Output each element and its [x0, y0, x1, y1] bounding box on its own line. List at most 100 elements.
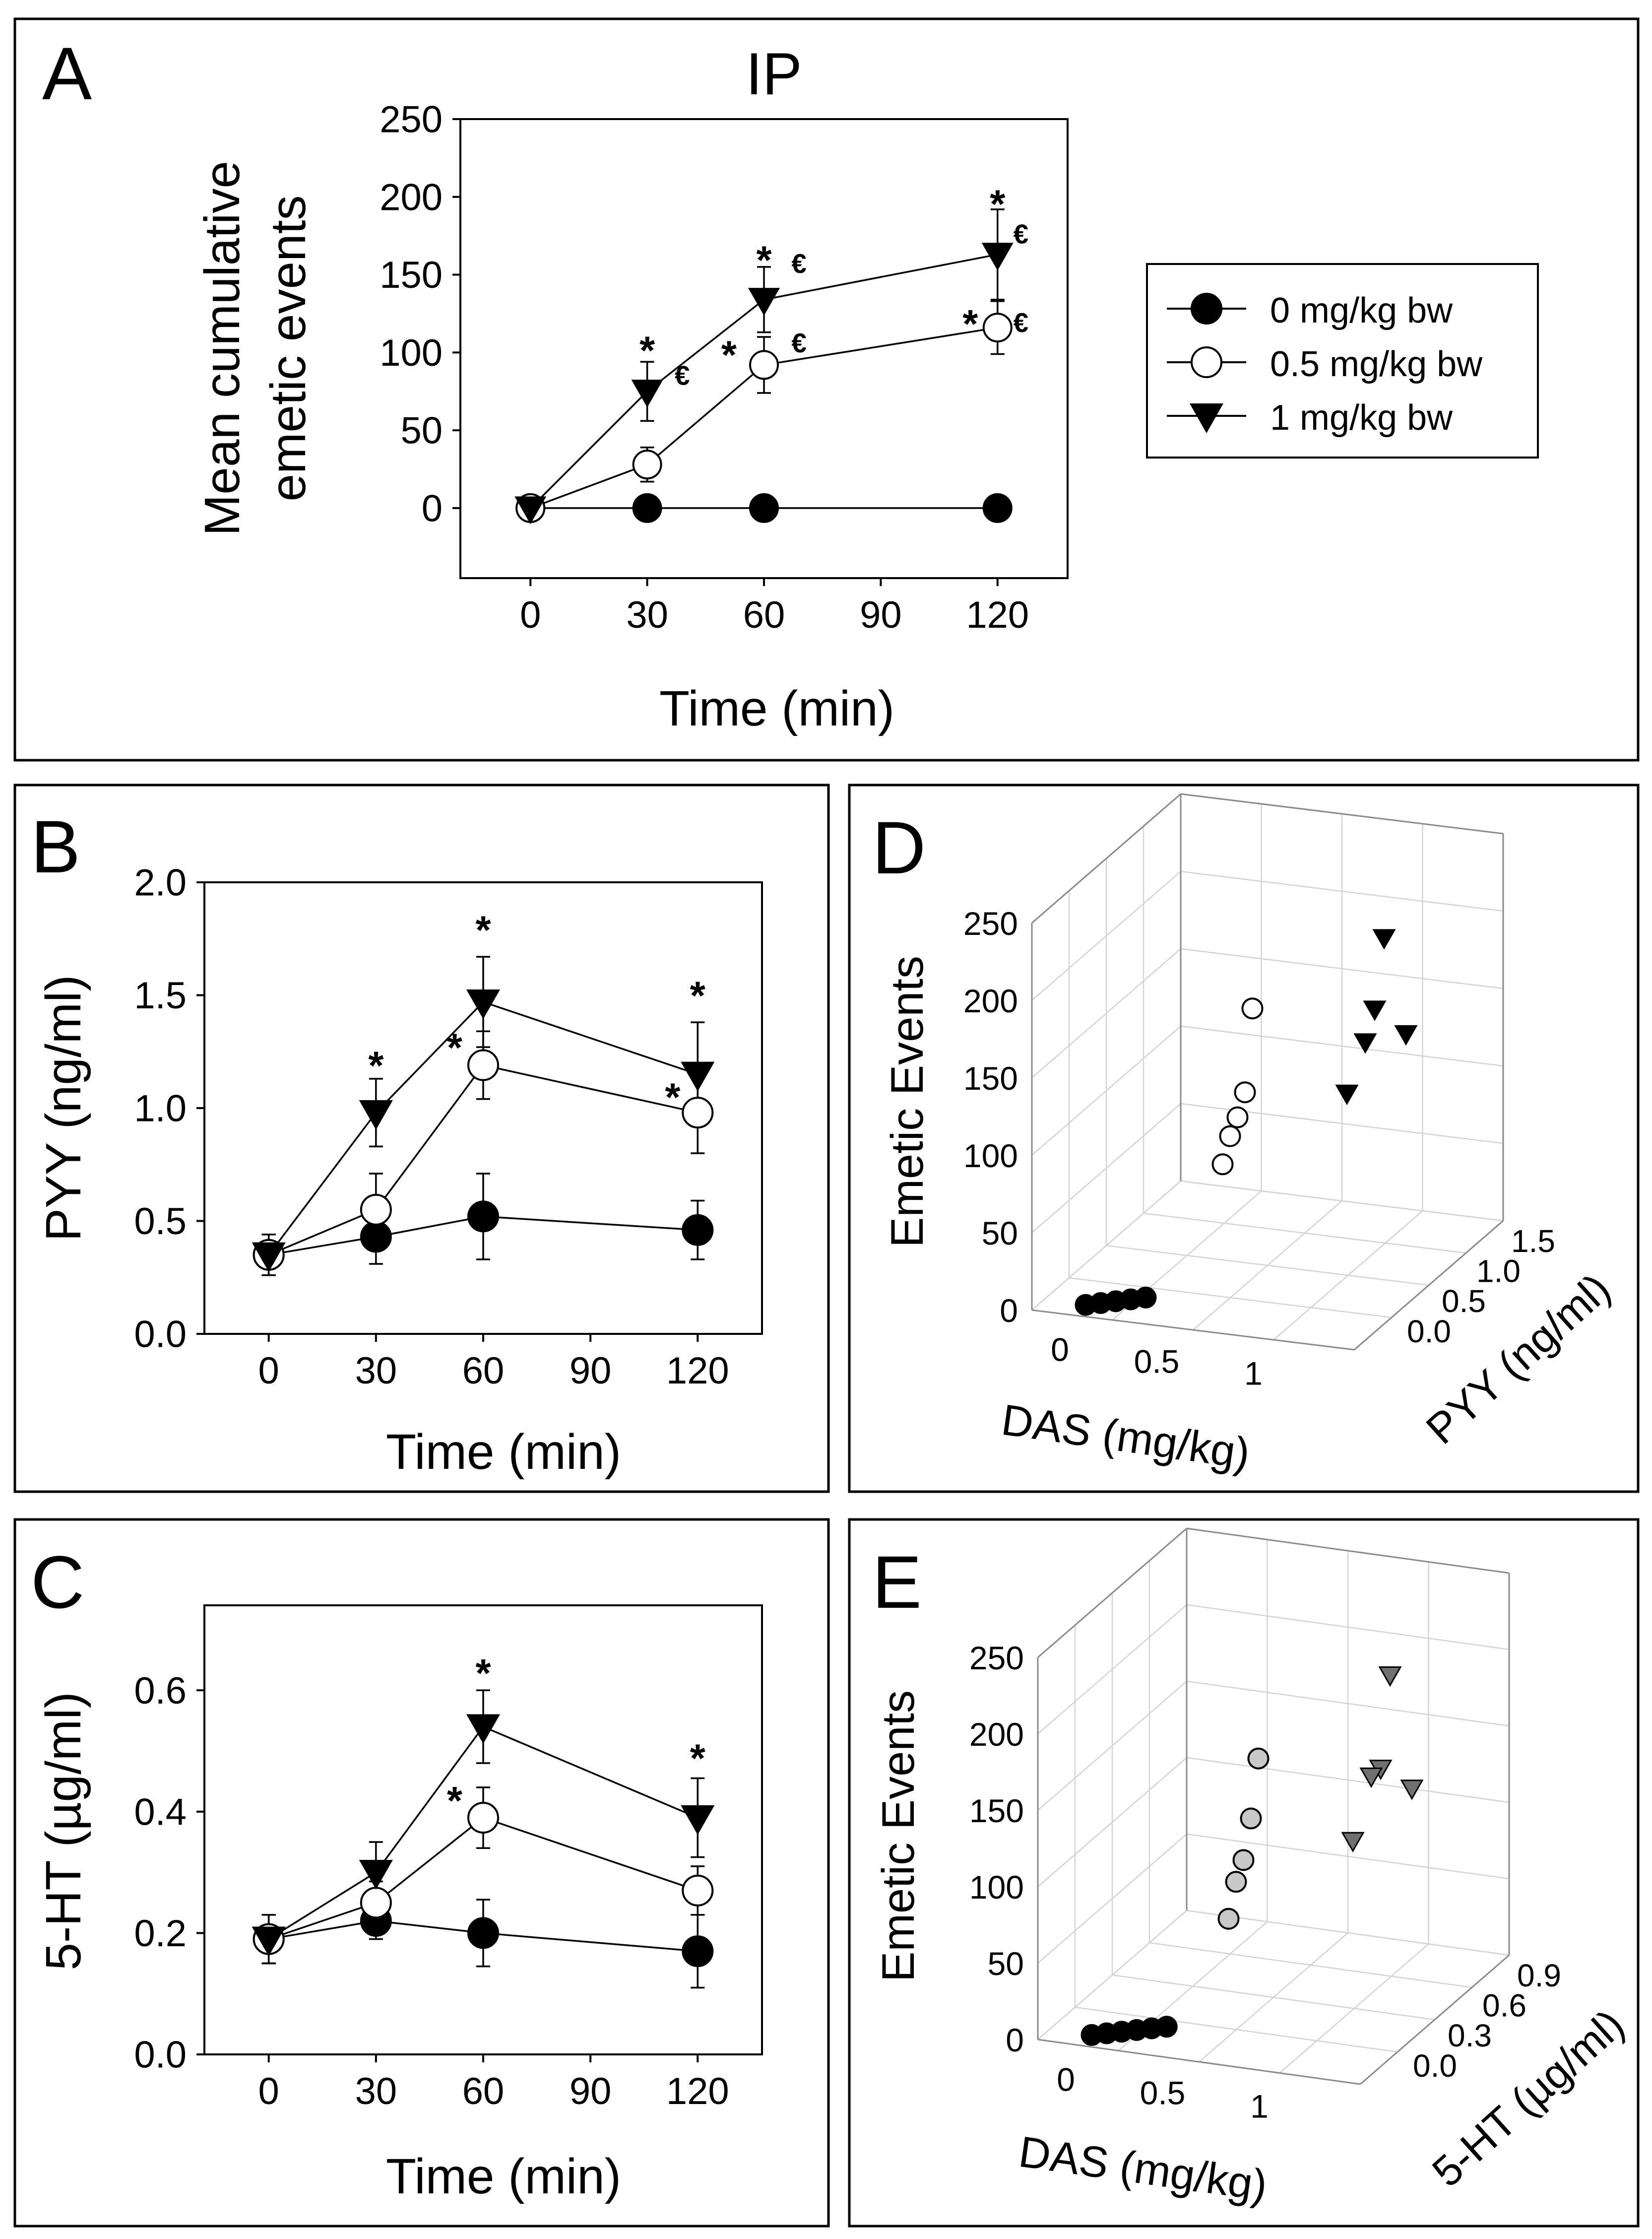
- scatter-point-1mg: [1378, 1666, 1402, 1687]
- legend-marker-triangle: [1190, 403, 1223, 433]
- significance-star: *: [368, 1044, 383, 1088]
- significance-euro: €: [675, 360, 690, 391]
- y-tick-label: 1.0: [134, 1088, 187, 1130]
- y-tick-label: 0.5: [1442, 1283, 1486, 1319]
- panel-b-ylabel: PYY (ng/ml): [36, 975, 91, 1241]
- significance-star: *: [990, 182, 1005, 226]
- data-point-0: [467, 1200, 499, 1233]
- z-tick-label: 250: [969, 1640, 1024, 1676]
- series-line-2: [268, 1001, 698, 1255]
- scatter-point-1mg: [1341, 1832, 1365, 1853]
- box-edge: [1180, 793, 1504, 835]
- data-point-1: [632, 450, 662, 480]
- scatter-point-05mg: [1234, 1081, 1256, 1104]
- floor-gridline: [1149, 1942, 1472, 1988]
- y-tick-label: 1.5: [134, 975, 187, 1017]
- data-point-2: [748, 288, 780, 316]
- panel-b-letter: B: [31, 805, 80, 888]
- y-tick-label: 1.0: [1476, 1253, 1521, 1289]
- significance-star: *: [639, 328, 655, 372]
- data-point-0: [749, 493, 779, 523]
- panel-c-plot: 0.0 0.2 0.4 0.6 0 30 60 90 120 * * *: [134, 1651, 729, 2112]
- box-edge: [1354, 1220, 1504, 1351]
- y-tick-label: 0.4: [134, 1791, 187, 1833]
- panel-b: B PYY (ng/ml) Time (min) 0.0 0.5 1.0 1.5 2.0…: [13, 784, 830, 1493]
- z-tick-label: 150: [963, 1060, 1018, 1097]
- series-line-1: [530, 327, 998, 509]
- x-tick-label: 0: [258, 1350, 279, 1392]
- scatter-point-05mg: [1225, 1871, 1247, 1893]
- significance-euro: €: [791, 248, 806, 279]
- data-point-0: [467, 1917, 499, 1949]
- data-point-0: [632, 493, 662, 523]
- z-tick-label: 150: [969, 1792, 1024, 1829]
- significance-star: *: [721, 333, 737, 377]
- scatter-point-05mg: [1247, 1747, 1270, 1770]
- significance-euro: €: [1014, 307, 1028, 338]
- z-tick-label: 200: [963, 983, 1018, 1019]
- panel-e-zlabel: Emetic Events: [873, 1690, 924, 1982]
- scatter-point-05mg: [1219, 1125, 1241, 1147]
- data-point-2: [466, 989, 501, 1019]
- y-tick-label: 2.0: [134, 862, 187, 904]
- panel-c: C 5-HT (µg/ml) Time (min) 0.0 0.2 0.4 0.6 0 3…: [13, 1518, 830, 2228]
- scatter-point-05mg: [1241, 997, 1264, 1020]
- scatter-point-1mg: [1372, 929, 1396, 950]
- z-tick-label: 0: [1000, 1292, 1018, 1329]
- panel-a-title: IP: [746, 41, 802, 107]
- y-tick-label: 0.0: [134, 1314, 187, 1356]
- panel-a-plot: 0 50 100 150 200 250 0 30 60 90 120 * € * € * € * € * €: [380, 99, 1029, 636]
- significance-star: *: [690, 1736, 705, 1780]
- box-edge: [1031, 793, 1181, 924]
- significance-euro: €: [1014, 218, 1028, 249]
- x-tick-label: 30: [626, 594, 668, 636]
- data-point-1: [360, 1193, 392, 1226]
- data-point-2: [981, 243, 1014, 271]
- data-point-1: [360, 1887, 392, 1919]
- z-tick-label: 50: [982, 1215, 1018, 1251]
- scatter-point-1mg: [1353, 1033, 1377, 1054]
- x-tick-label: 0.5: [1140, 2075, 1186, 2111]
- panel-c-ylabel: 5-HT (µg/ml): [36, 1692, 91, 1970]
- panel-a-border: [13, 17, 1640, 762]
- y-tick-label: 0: [422, 487, 443, 529]
- data-point-2: [514, 496, 547, 525]
- significance-star: *: [475, 908, 491, 952]
- significance-star: *: [756, 238, 771, 282]
- data-point-0: [360, 1221, 392, 1253]
- x-tick-label: 90: [860, 594, 902, 636]
- legend-label-0: 0 mg/kg bw: [1270, 291, 1453, 330]
- data-point-0: [682, 1935, 714, 1968]
- data-point-2: [252, 1242, 286, 1272]
- data-point-2: [631, 380, 663, 408]
- scatter-point-1mg: [1359, 1767, 1383, 1788]
- panel-a: A IP Mean cumulative emetic events Time …: [13, 17, 1640, 762]
- z-tick-label: 100: [969, 1869, 1024, 1906]
- data-point-1: [749, 350, 779, 380]
- x-tick-label: 90: [570, 2070, 612, 2112]
- significance-star: *: [690, 974, 705, 1018]
- series-line-1: [268, 1064, 698, 1256]
- scatter-point-1mg: [1363, 1000, 1387, 1021]
- y-tick-label: 0.5: [134, 1200, 187, 1243]
- x-tick-label: 0: [1057, 2061, 1075, 2098]
- significance-star: *: [475, 1651, 491, 1695]
- panel-a-xlabel: Time (min): [659, 681, 894, 736]
- data-point-2: [681, 1061, 715, 1092]
- data-point-0: [982, 493, 1013, 523]
- y-tick-label: 0.2: [134, 1912, 187, 1955]
- y-tick-label: 0.0: [1413, 2048, 1457, 2084]
- data-point-1: [682, 1097, 714, 1129]
- z-tick-label: 0: [1006, 2022, 1024, 2058]
- significance-star: *: [665, 1075, 680, 1119]
- x-tick-label: 0: [1051, 1331, 1069, 1368]
- floor-gridline: [1186, 1910, 1510, 1956]
- data-point-0: [682, 1214, 714, 1246]
- panel-c-letter: C: [31, 1540, 84, 1624]
- x-tick-label: 0.5: [1134, 1343, 1180, 1380]
- box-edge: [1037, 2039, 1361, 2085]
- panel-d-zlabel: Emetic Events: [882, 956, 933, 1248]
- scatter-point-05mg: [1240, 1807, 1262, 1830]
